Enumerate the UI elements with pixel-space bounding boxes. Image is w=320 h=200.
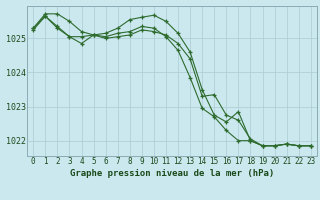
X-axis label: Graphe pression niveau de la mer (hPa): Graphe pression niveau de la mer (hPa) xyxy=(70,169,274,178)
